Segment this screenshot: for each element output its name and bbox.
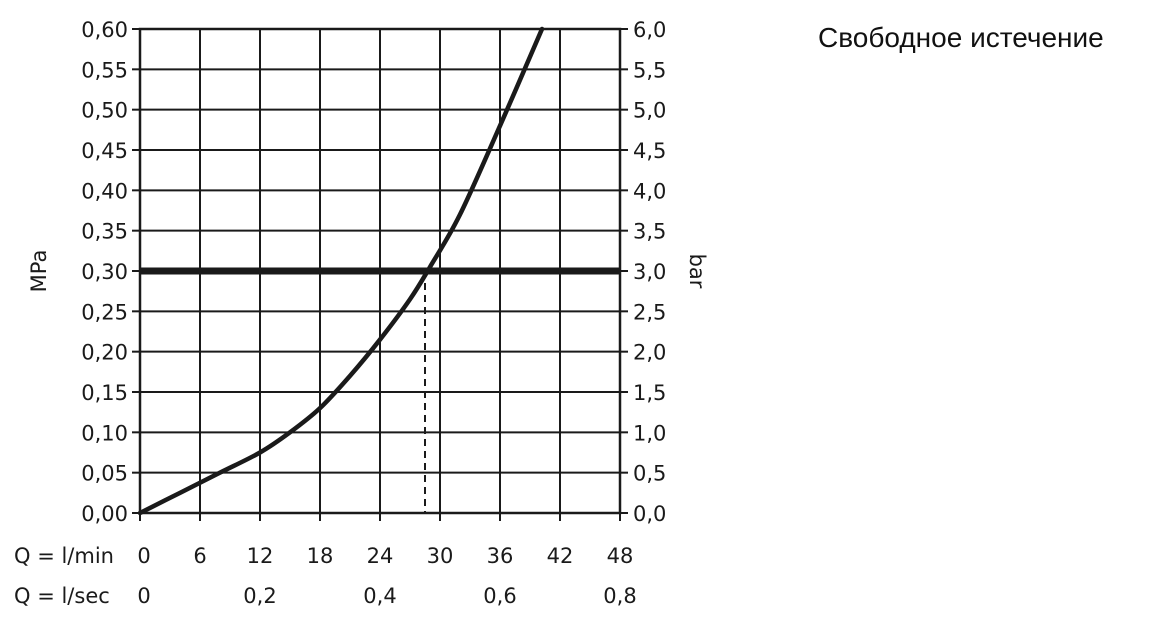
x-tick-label-lmin: 24 [367,544,394,568]
x-tick-label-lmin: 6 [193,544,206,568]
y-tick-label-bar: 4,0 [633,179,666,203]
y-tick-label-bar: 1,5 [633,381,666,405]
y-tick-label-bar: 1,0 [633,421,666,445]
chart-marks [137,26,620,516]
y-tick-label-mpa: 0,00 [81,502,128,526]
y-axis-label-left: MPa [27,250,51,293]
chart-ticks [132,28,628,521]
x-axis-label-lsec: Q = l/sec [14,584,110,608]
x-axis-label-lmin: Q = l/min [14,544,114,568]
y-tick-label-bar: 6,0 [633,18,666,42]
x-tick-label-lmin: 30 [427,544,454,568]
x-tick-label-lmin: 42 [547,544,574,568]
y-tick-label-mpa: 0,20 [81,341,128,365]
x-tick-label-lmin: 18 [307,544,334,568]
y-tick-label-mpa: 0,15 [81,381,128,405]
y-tick-label-mpa: 0,60 [81,18,128,42]
x-tick-label-lsec: 0 [137,584,150,608]
y-tick-label-bar: 3,5 [633,220,666,244]
y-tick-label-bar: 0,5 [633,462,666,486]
x-tick-label-lmin: 48 [607,544,634,568]
y-tick-label-mpa: 0,10 [81,421,128,445]
y-tick-label-mpa: 0,25 [81,300,128,324]
y-tick-label-bar: 2,0 [633,341,666,365]
x-tick-label-lsec: 0,4 [363,584,396,608]
y-axis-label-right: bar [685,254,709,289]
y-tick-label-bar: 4,5 [633,139,666,163]
x-tick-label-lsec: 0,2 [243,584,276,608]
y-tick-label-mpa: 0,45 [81,139,128,163]
y-tick-label-mpa: 0,40 [81,179,128,203]
x-tick-label-lsec: 0,6 [483,584,516,608]
chart-title: Свободное истечение [818,22,1104,53]
x-tick-label-lmin: 0 [137,544,150,568]
y-tick-label-bar: 5,0 [633,99,666,123]
y-tick-label-bar: 5,5 [633,58,666,82]
y-tick-label-mpa: 0,55 [81,58,128,82]
x-tick-label-lsec: 0,8 [603,584,636,608]
y-tick-label-mpa: 0,50 [81,99,128,123]
x-tick-label-lmin: 36 [487,544,514,568]
y-tick-label-mpa: 0,05 [81,462,128,486]
chart-labels: 0,00 0,00,05 0,50,10 1,00,15 1,50,20 2,00,25 2… [14,18,709,608]
x-tick-label-lmin: 12 [247,544,274,568]
flow-curve [137,26,545,516]
y-tick-label-bar: 2,5 [633,300,666,324]
y-tick-label-bar: 3,0 [633,260,666,284]
y-tick-label-mpa: 0,30 [81,260,128,284]
y-tick-label-mpa: 0,35 [81,220,128,244]
y-tick-label-bar: 0,0 [633,502,666,526]
